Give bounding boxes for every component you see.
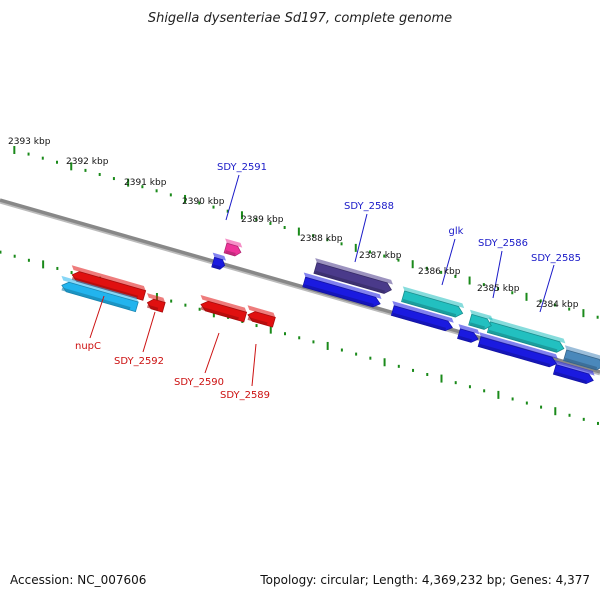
gene-sdy-2591-cds bbox=[211, 252, 227, 270]
gene-label: SDY_2586 bbox=[478, 238, 528, 249]
tick-dots bbox=[0, 146, 599, 425]
kbp-tick-label: 2387 kbp bbox=[359, 251, 402, 261]
gene-label-leader bbox=[142, 311, 156, 353]
gene-label: nupC bbox=[75, 341, 101, 352]
kbp-tick-label: 2390 kbp bbox=[182, 197, 225, 207]
gene-sdy-2588 bbox=[313, 258, 393, 294]
kbp-tick-label: 2389 kbp bbox=[241, 215, 284, 225]
gene-sdy-2589 bbox=[247, 305, 276, 328]
gene-label: SDY_2589 bbox=[220, 390, 270, 401]
kbp-tick-label: 2391 kbp bbox=[124, 178, 167, 188]
topology-text: Topology: circular; Length: 4,369,232 bp… bbox=[260, 573, 590, 587]
gene-sdy-2585-cds bbox=[457, 324, 480, 343]
gene-label-leader bbox=[225, 174, 240, 221]
gene-sdy-2592 bbox=[146, 293, 166, 313]
gene-sdy-2588-cds bbox=[302, 272, 382, 308]
gene-label: SDY_2591 bbox=[217, 162, 267, 173]
gene-sdy-2586-cds bbox=[477, 332, 558, 368]
gene-nupc-cds bbox=[61, 275, 139, 313]
gene-sdy-2586 bbox=[486, 317, 566, 353]
kbp-tick-label: 2393 kbp bbox=[8, 137, 51, 147]
kbp-tick-label: 2386 kbp bbox=[418, 267, 461, 277]
gene-features bbox=[61, 238, 600, 385]
gene-label: SDY_2592 bbox=[114, 356, 164, 367]
kbp-tick-label: 2392 kbp bbox=[66, 157, 109, 167]
gene-label-leader bbox=[539, 264, 555, 313]
kbp-tick-label: 2384 kbp bbox=[536, 300, 579, 310]
genome-title: Shigella dysenteriae Sd197, complete gen… bbox=[148, 11, 452, 26]
gene-label-leader bbox=[354, 213, 368, 263]
gene-label-leader bbox=[251, 343, 257, 387]
gene-label-leader bbox=[204, 332, 220, 374]
gene-label: glk bbox=[449, 226, 464, 237]
gene-label-leader bbox=[441, 238, 456, 286]
gene-label-leader bbox=[492, 250, 503, 299]
gene-labels: nupC SDY_2592 SDY_2591 SDY_2590 SDY_2589 SDY_… bbox=[75, 162, 581, 401]
gene-sdy-2591 bbox=[223, 238, 243, 257]
kbp-tick-label: 2385 kbp bbox=[477, 284, 520, 294]
gene-sdy-2585 bbox=[468, 309, 493, 330]
gene-label-leader bbox=[89, 295, 105, 339]
kbp-tick-label: 2388 kbp bbox=[300, 234, 343, 244]
gene-label: SDY_2590 bbox=[174, 377, 224, 388]
gene-sdy-2584-cds bbox=[552, 359, 595, 385]
gene-label: SDY_2588 bbox=[344, 201, 394, 212]
gene-label: SDY_2585 bbox=[531, 253, 581, 264]
accession-text: Accession: NC_007606 bbox=[10, 573, 147, 587]
gene-glk-cds bbox=[390, 301, 454, 332]
gene-sdy-2590 bbox=[200, 294, 248, 323]
gene-glk bbox=[401, 286, 465, 318]
kbp-tick-labels: 2393 kbp 2392 kbp 2391 kbp 2390 kbp 2389 kbp… bbox=[8, 137, 579, 310]
